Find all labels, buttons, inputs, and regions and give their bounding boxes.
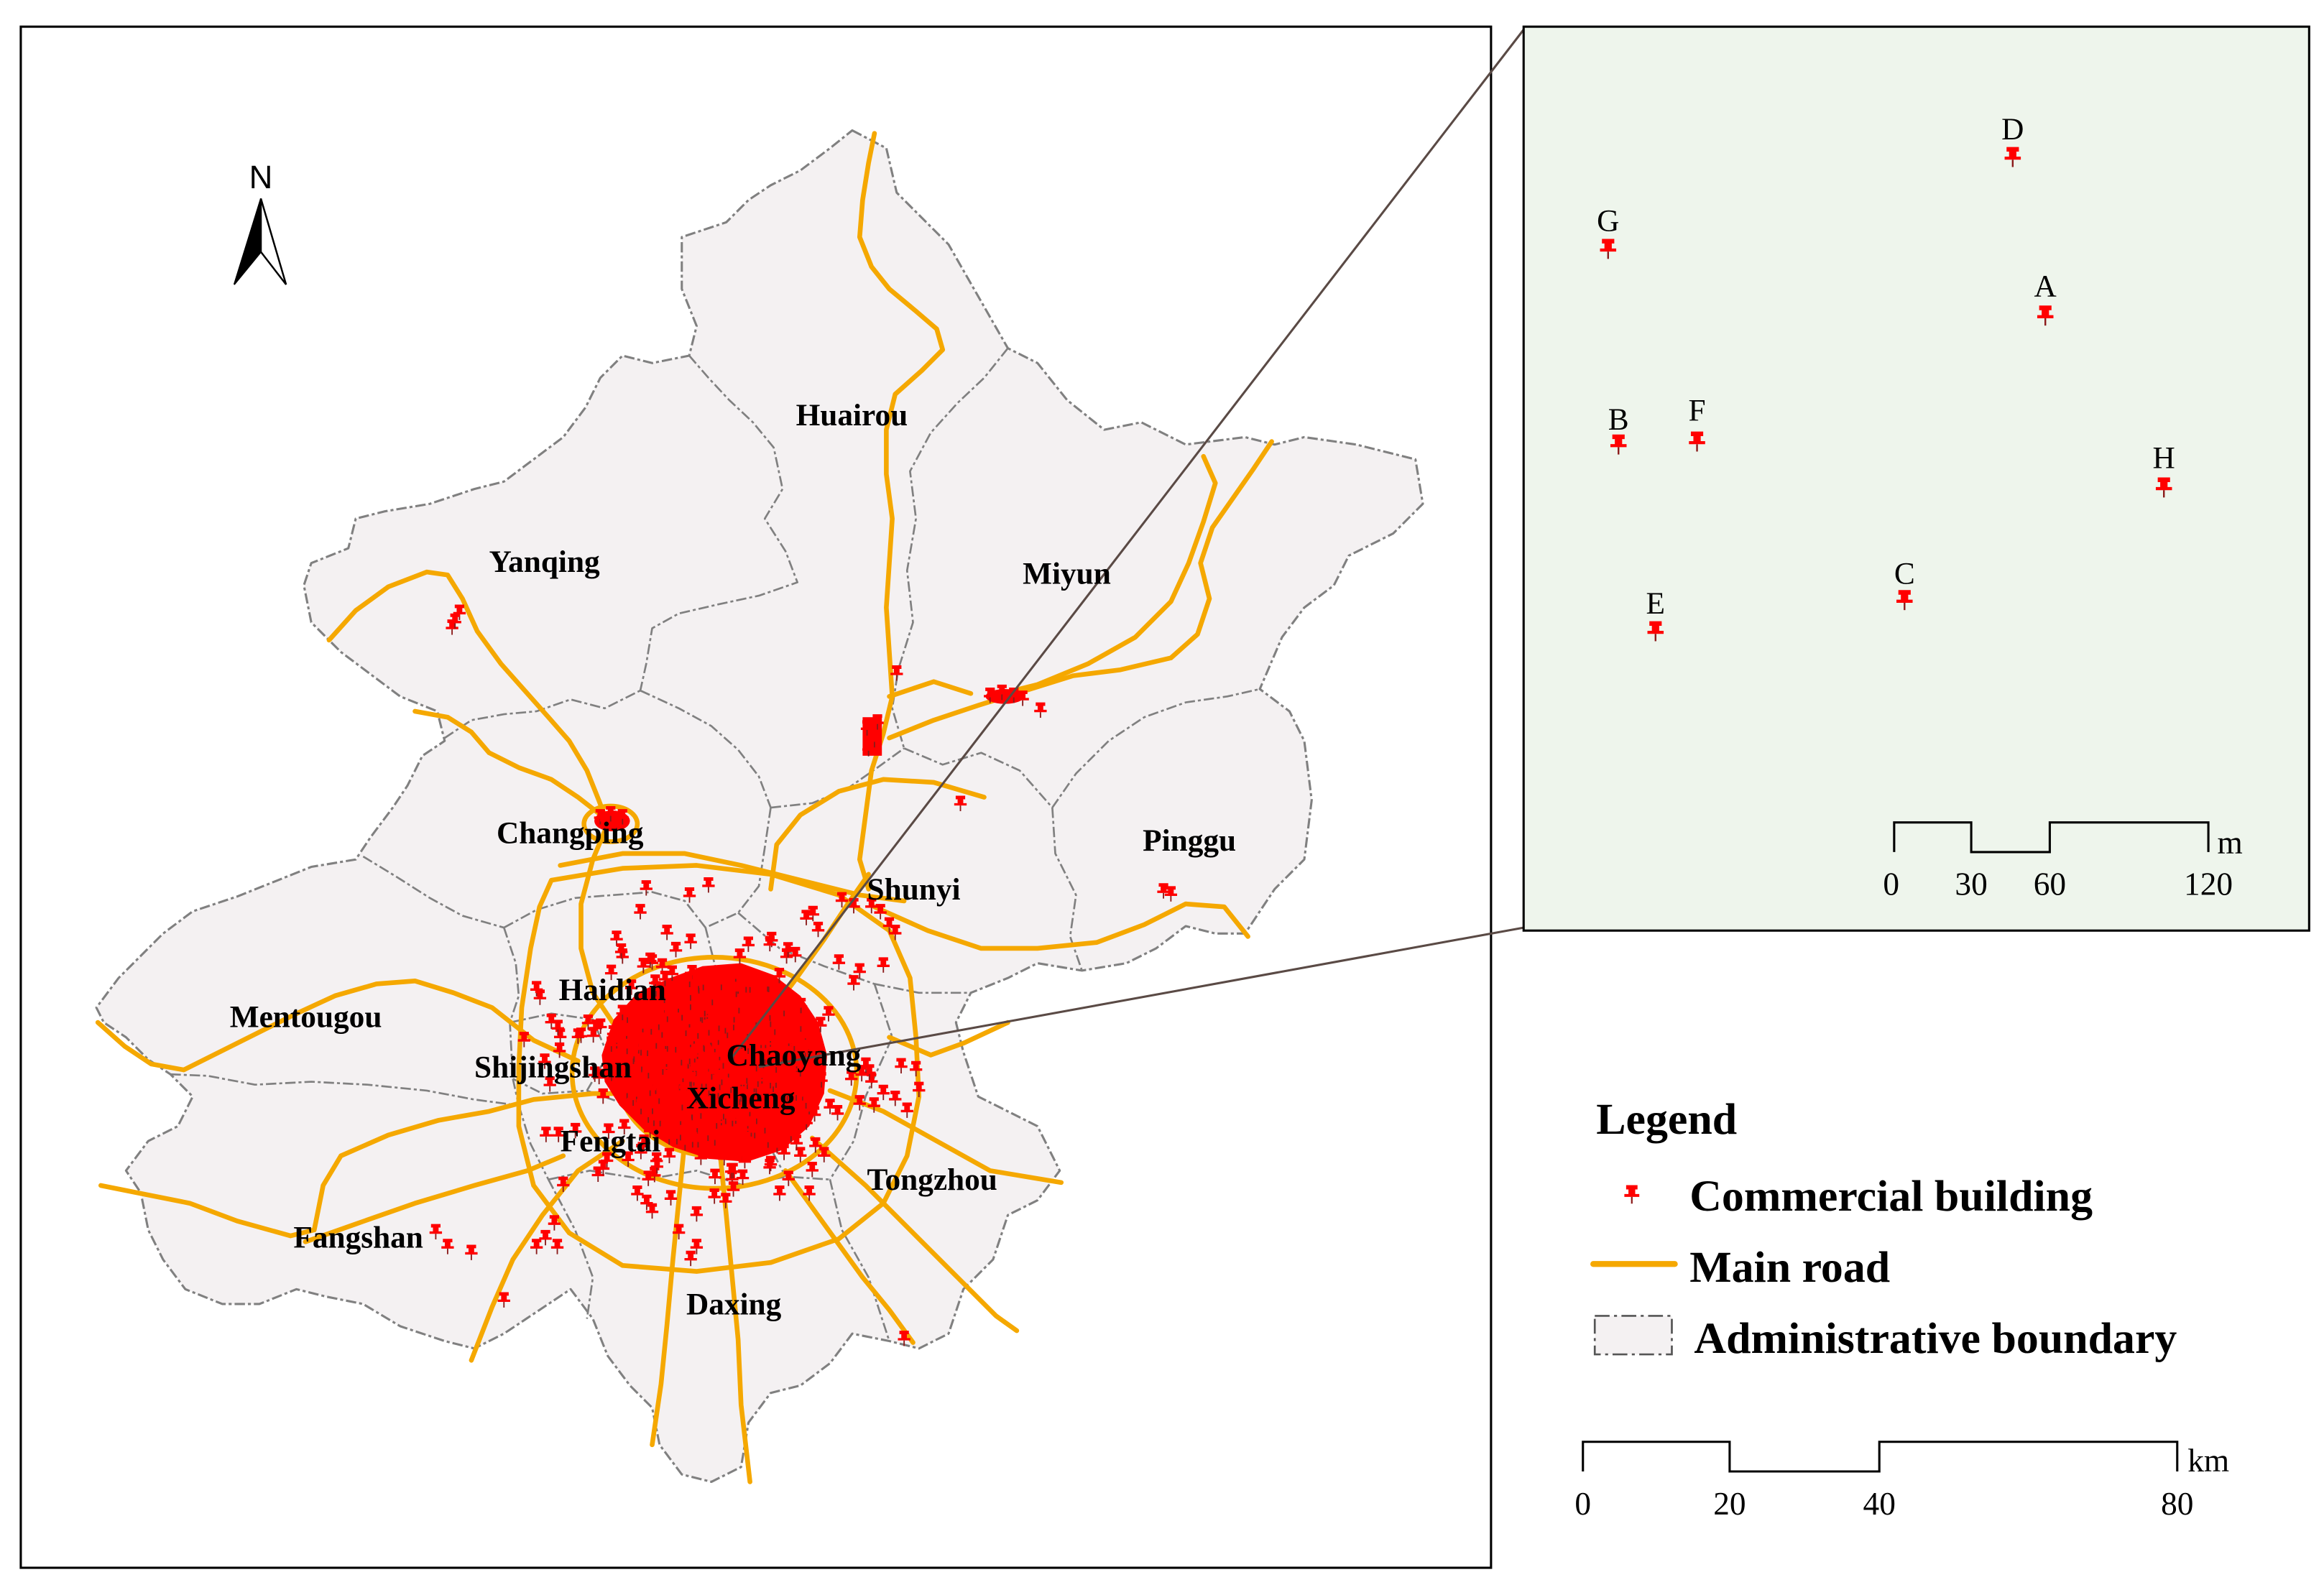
main-road xyxy=(887,439,1274,741)
district-boundary xyxy=(503,891,706,929)
district-label-daxing: Daxing xyxy=(686,1287,782,1321)
scale-tick-label: 60 xyxy=(2034,866,2066,902)
district-label-changping: Changping xyxy=(497,816,644,851)
district-label-tongzhou: Tongzhou xyxy=(867,1163,997,1197)
main-road xyxy=(469,1138,625,1363)
district-boundary xyxy=(705,807,772,929)
red-pushpin-icon xyxy=(1623,1184,1641,1205)
legend: Legend Commercial building Main road Adm… xyxy=(1590,1095,2177,1363)
district-boundary xyxy=(874,983,971,994)
district-boundary xyxy=(517,1105,550,1180)
north-arrow-icon xyxy=(233,198,287,285)
main-road xyxy=(578,821,625,1040)
inset-connector-line xyxy=(758,926,1524,1068)
district-boundary xyxy=(444,689,641,739)
main-road xyxy=(303,1153,566,1244)
main-road xyxy=(326,569,610,827)
scale-tick-label: 0 xyxy=(1574,1486,1591,1522)
main-road xyxy=(95,979,581,1073)
scale-tick-label: 20 xyxy=(1713,1486,1746,1522)
main-map-frame xyxy=(19,25,1493,1569)
district-boundary xyxy=(503,927,520,1023)
main-road xyxy=(412,708,607,821)
district-label-mentougou: Mentougou xyxy=(230,999,382,1034)
scale-tick-label: 120 xyxy=(2184,866,2233,902)
district-boundary xyxy=(829,1179,890,1341)
district-boundary xyxy=(170,1073,520,1106)
north-arrow: N xyxy=(233,159,287,285)
legend-label-commercial-building: Commercial building xyxy=(1689,1172,2093,1221)
legend-title: Legend xyxy=(1596,1095,1737,1144)
inset-point-label-d: D xyxy=(2001,112,2024,147)
district-label-fengtai: Fengtai xyxy=(561,1124,661,1159)
inset-point-label-g: G xyxy=(1597,204,1619,239)
scale-tick-label: 80 xyxy=(2161,1486,2193,1522)
legend-label-administrative-boundary: Administrative boundary xyxy=(1694,1314,2177,1363)
scale-tick-label: 30 xyxy=(1955,866,1987,902)
district-label-xicheng: Xicheng xyxy=(686,1081,796,1116)
main-road xyxy=(768,777,987,892)
district-labels: Huairou Yanqing Miyun Changping Pinggu S… xyxy=(230,398,1236,1321)
inset-points: D G A B F H C E xyxy=(1597,112,2175,642)
district-label-huairou: Huairou xyxy=(796,398,908,433)
scale-bar-km-line xyxy=(1582,1441,2179,1473)
district-label-shunyi: Shunyi xyxy=(867,872,961,907)
main-road xyxy=(516,863,922,1274)
district-label-fangshan: Fangshan xyxy=(293,1221,423,1255)
main-road xyxy=(558,851,907,904)
district-boundary xyxy=(639,355,798,691)
district-label-pinggu: Pinggu xyxy=(1143,823,1236,858)
inset-point-label-h: H xyxy=(2153,441,2175,476)
main-road xyxy=(783,1168,916,1345)
district-boundary xyxy=(362,855,504,929)
inset-point-label-a: A xyxy=(2034,269,2057,303)
legend-label-main-road: Main road xyxy=(1689,1243,1890,1292)
district-boundary xyxy=(640,689,772,808)
main-road xyxy=(987,453,1218,699)
inset-point-label-f: F xyxy=(1688,394,1705,428)
main-road xyxy=(872,901,1250,951)
scale-bar-m: 0 30 60 120 m xyxy=(1883,821,2243,902)
district-boundary xyxy=(548,1169,831,1187)
main-road xyxy=(887,679,974,699)
administrative-boundary-legend-swatch xyxy=(1593,1315,1673,1356)
district-boundary xyxy=(1051,688,1260,808)
district-label-shijingshan: Shijingshan xyxy=(474,1050,632,1084)
district-label-chaoyang: Chaoyang xyxy=(727,1038,862,1073)
main-road xyxy=(650,1138,688,1448)
inset-point-label-b: B xyxy=(1608,402,1629,437)
district-boundary xyxy=(1051,807,1083,971)
scale-tick-label: 0 xyxy=(1883,866,1899,902)
commercial-building-layer xyxy=(428,604,1178,1347)
district-label-miyun: Miyun xyxy=(1023,557,1111,591)
scale-unit-label: km xyxy=(2187,1443,2229,1479)
main-road xyxy=(887,1020,1010,1058)
main-road xyxy=(98,1091,655,1239)
scale-bar-km: 0 20 40 80 km xyxy=(1574,1441,2229,1522)
inset-point-label-c: C xyxy=(1894,557,1915,591)
north-label: N xyxy=(249,159,273,195)
district-boundary xyxy=(903,747,1053,808)
district-label-yanqing: Yanqing xyxy=(489,545,600,579)
district-boundary xyxy=(891,347,1009,749)
scale-bar-m-line xyxy=(1893,821,2210,854)
district-boundary xyxy=(547,1179,594,1319)
inset-connector-line xyxy=(728,29,1525,1062)
inset-point-label-e: E xyxy=(1646,586,1665,621)
inset-map-frame xyxy=(1522,25,2310,932)
scale-tick-label: 40 xyxy=(1863,1486,1896,1522)
district-boundary xyxy=(829,984,893,1180)
district-label-haidian: Haidian xyxy=(559,973,666,1007)
scale-unit-label: m xyxy=(2217,825,2242,861)
beijing-outer-boundary xyxy=(95,129,1424,1483)
main-road xyxy=(809,1135,1020,1334)
